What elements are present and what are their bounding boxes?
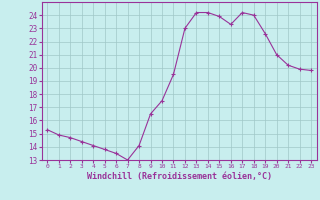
X-axis label: Windchill (Refroidissement éolien,°C): Windchill (Refroidissement éolien,°C)	[87, 172, 272, 181]
